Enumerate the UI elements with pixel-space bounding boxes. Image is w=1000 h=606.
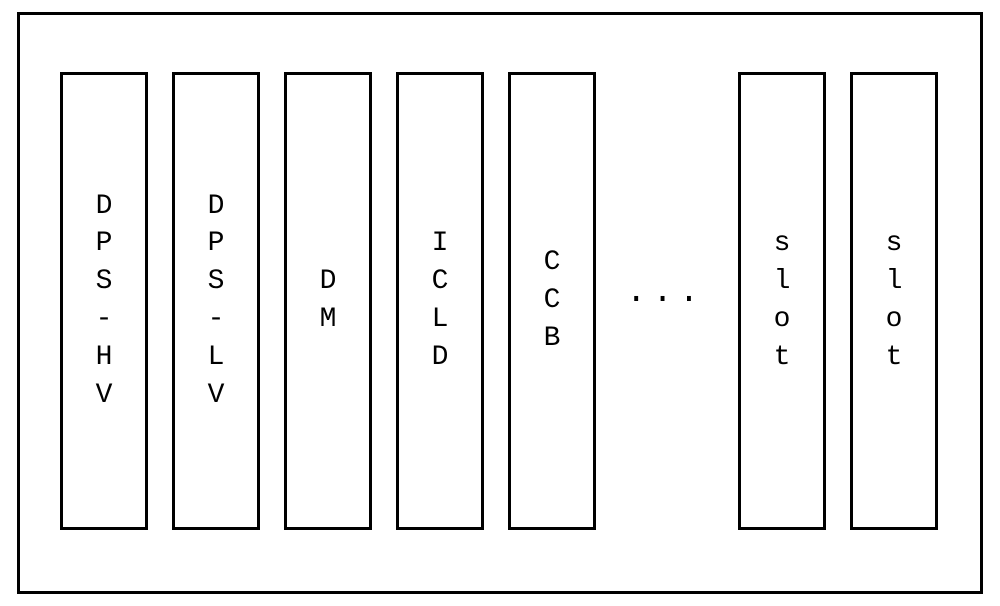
char: L [432,301,449,339]
char: C [432,263,449,301]
char: D [320,263,337,301]
char: I [432,225,449,263]
slot-dps-lv: D P S - L V [172,72,260,530]
char: H [96,339,113,377]
char: V [96,377,113,415]
slot-generic-2: s l o t [850,72,938,530]
slot-label: D M [320,263,337,339]
slot-label: D P S - L V [208,188,225,415]
char: C [544,244,561,282]
char: D [432,339,449,377]
char: o [886,301,903,339]
char: S [208,263,225,301]
char: s [886,225,903,263]
slot-label: I C L D [432,225,449,376]
slot-label: s l o t [774,225,791,376]
char: V [208,377,225,415]
char: B [544,320,561,358]
char: M [320,301,337,339]
char: - [96,301,113,339]
ellipsis-text: ··· [626,281,705,319]
char: P [96,225,113,263]
char: t [886,339,903,377]
slot-generic-1: s l o t [738,72,826,530]
slot-dm: D M [284,72,372,530]
char: D [208,188,225,226]
char: S [96,263,113,301]
char: - [208,301,225,339]
char: D [96,188,113,226]
slot-dps-hv: D P S - H V [60,72,148,530]
slot-label: C C B [544,244,561,357]
char: l [774,263,791,301]
char: o [774,301,791,339]
char: L [208,339,225,377]
slot-ccb: C C B [508,72,596,530]
char: l [886,263,903,301]
slot-icld: I C L D [396,72,484,530]
chassis-frame [17,12,983,594]
char: t [774,339,791,377]
char: C [544,282,561,320]
slot-label: s l o t [886,225,903,376]
char: s [774,225,791,263]
slot-label: D P S - H V [96,188,113,415]
char: P [208,225,225,263]
